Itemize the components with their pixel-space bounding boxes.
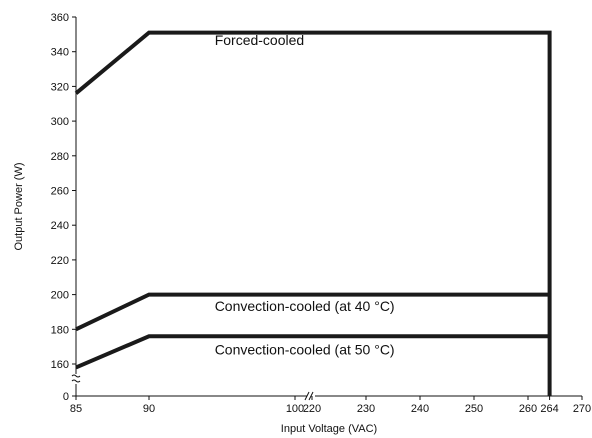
x-tick-label-260: 260 [519,403,537,415]
annotation-convection-cooled-at-40-c: Convection-cooled (at 40 °C) [215,298,395,314]
y-axis-break-mark-bottom [71,379,81,383]
y-tick-label-220: 220 [51,255,69,267]
y-axis-title: Output Power (W) [13,162,25,250]
series-layer [74,30,552,396]
x-tick-label-90: 90 [143,403,155,415]
y-tick-label-200: 200 [51,290,69,302]
y-tick-label-0: 0 [63,391,69,403]
y-tick-label-260: 260 [51,186,69,198]
y-axis-break-mark-top [71,374,81,378]
x-tick-label-264: 264 [540,403,558,415]
x-axis-break-mark-right [308,391,314,401]
x-tick-label-250: 250 [465,403,483,415]
series-line-forced-cooled [74,30,552,396]
x-tick-label-220: 220 [303,403,321,415]
y-tick-label-340: 340 [51,47,69,59]
annotation-forced-cooled: Forced-cooled [215,32,305,48]
tick-layer: 0 160 180 200 220 240 260 280 300 320 340 360 85 90 10… [51,12,592,415]
y-tick-label-300: 300 [51,116,69,128]
series-line-convection-cooled-at-40-c [75,292,550,332]
y-tick-label-180: 180 [51,324,69,336]
x-axis-title: Input Voltage (VAC) [281,423,377,435]
x-tick-label-100: 100 [286,403,304,415]
x-tick-label-240: 240 [411,403,429,415]
y-tick-label-320: 320 [51,81,69,93]
x-tick-label-270: 270 [573,403,591,415]
x-tick-label-230: 230 [357,403,375,415]
axes-layer [71,17,582,401]
y-tick-label-360: 360 [51,12,69,24]
y-tick-label-240: 240 [51,220,69,232]
series-line-convection-cooled-at-50-c [75,334,550,370]
x-tick-label-85: 85 [70,403,82,415]
y-axis-break-gap [72,374,80,384]
y-tick-label-280: 280 [51,151,69,163]
annotation-layer: Forced-cooled Convection-cooled (at 40 °C… [215,32,395,358]
annotation-convection-cooled-at-50-c: Convection-cooled (at 50 °C) [215,341,395,357]
y-tick-label-160: 160 [51,359,69,371]
x-axis-break-mark-left [304,391,310,401]
